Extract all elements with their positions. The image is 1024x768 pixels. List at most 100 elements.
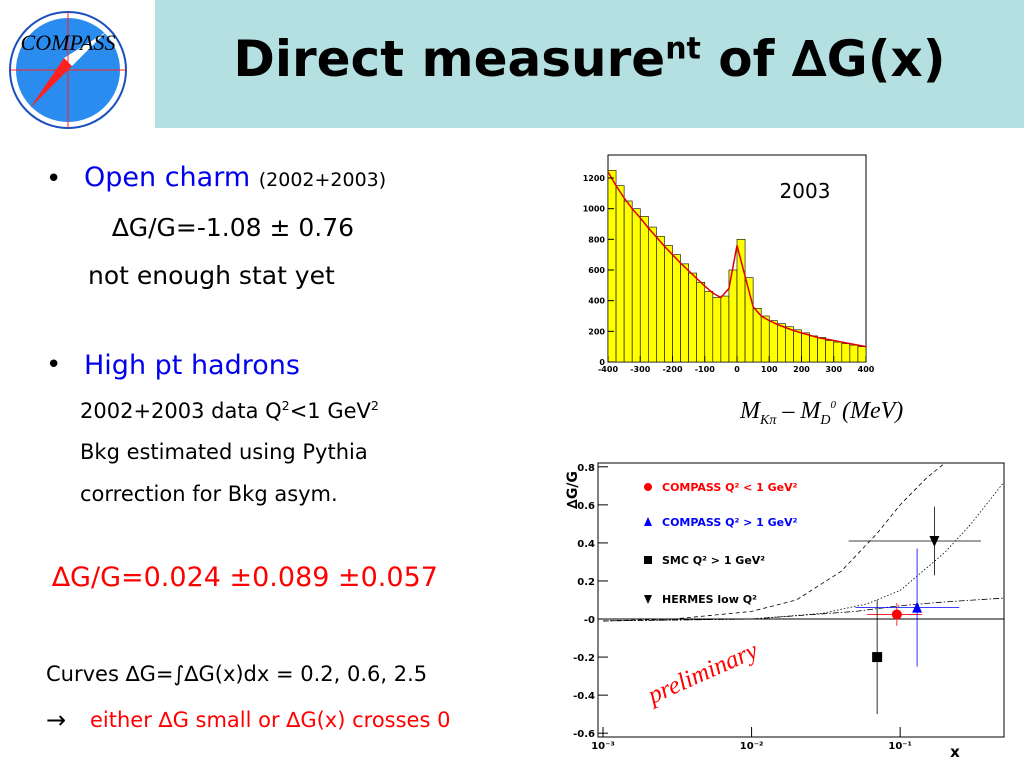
x-axis-label: x xyxy=(950,743,960,761)
text-line: ∆G/G=-1.08 ± 0.76 xyxy=(112,213,355,242)
x-tick-label: 0 xyxy=(734,365,740,374)
sup: 2 xyxy=(370,398,379,413)
x-tick-label: 200 xyxy=(793,365,810,374)
x-axis-label-part: – M xyxy=(776,398,822,424)
text-line: 2002+2003 data Q2<1 GeV2 xyxy=(80,398,379,423)
hist-bar xyxy=(833,341,843,363)
y-tick-label: 1200 xyxy=(583,174,606,183)
marker xyxy=(872,652,883,663)
logo-text: COMPASS xyxy=(21,30,116,55)
x-axis-label-part: D xyxy=(819,413,830,428)
x-tick-label: 10⁻² xyxy=(740,741,764,752)
bullet-line: Open charm (2002+2003) xyxy=(84,162,386,193)
x-tick-label: 400 xyxy=(858,365,875,374)
bullet-head: High pt hadrons xyxy=(84,350,300,381)
y-tick-label: -0.2 xyxy=(573,653,595,664)
x-tick-label: -400 xyxy=(598,365,618,374)
hist-bar xyxy=(672,254,681,363)
hist-bar xyxy=(857,346,867,363)
y-tick-label: -0.6 xyxy=(573,729,595,740)
marker xyxy=(891,609,902,620)
y-tick-label: 400 xyxy=(588,297,605,306)
x-tick-label: -300 xyxy=(630,365,650,374)
x-axis-label-part: (MeV) xyxy=(836,398,903,424)
result: ∆G/G=0.024 ±0.089 ±0.057 xyxy=(52,562,438,593)
hist-bar xyxy=(688,272,697,363)
plot-frame xyxy=(597,462,1005,738)
y-tick-label: 0.8 xyxy=(577,463,595,474)
x-tick-label: -100 xyxy=(695,365,715,374)
x-tick-label: 10⁻³ xyxy=(591,741,615,752)
bullet: • xyxy=(46,350,62,380)
theory-curve xyxy=(602,597,1005,622)
annotation: 2003 xyxy=(780,179,831,203)
hist-bar xyxy=(809,335,818,363)
marker xyxy=(644,517,652,526)
marker xyxy=(644,483,652,491)
needle xyxy=(64,32,106,66)
bullet: • xyxy=(46,164,62,194)
legend-label: COMPASS Q² < 1 GeV² xyxy=(662,481,798,494)
legend-label: COMPASS Q² > 1 GeV² xyxy=(662,516,798,529)
text-line: not enough stat yet xyxy=(88,261,335,290)
title-end: of ∆G(x) xyxy=(700,30,946,88)
y-tick-label: 0.6 xyxy=(577,501,595,512)
marker xyxy=(912,601,923,613)
theory-curve xyxy=(602,462,946,622)
x-tick-label: -200 xyxy=(662,365,682,374)
hist-bar xyxy=(752,308,762,363)
curves-text: Curves ∆G=∫∆G(x)dx = 0.2, 0.6, 2.5 xyxy=(46,662,428,686)
title-text: Direct measure xyxy=(233,30,666,88)
bullet-note: (2002+2003) xyxy=(258,169,387,191)
x-tick-label: 10⁻¹ xyxy=(888,741,912,752)
hist-bar xyxy=(639,216,649,363)
hist-bar xyxy=(801,332,810,363)
hist-bar xyxy=(793,329,802,363)
hist-bar xyxy=(777,323,786,363)
y-tick-label: 600 xyxy=(588,266,605,275)
hist-bar xyxy=(817,337,826,363)
conclusion: either ∆G small or ∆G(x) crosses 0 xyxy=(90,708,451,732)
y-tick-label: 0.2 xyxy=(577,577,595,588)
hist-bar xyxy=(760,315,770,363)
hist-bar xyxy=(615,185,625,363)
arrow: → xyxy=(46,706,67,734)
hist-bar xyxy=(648,226,657,363)
title-sup: nt xyxy=(665,31,701,67)
legend-label: HERMES low Q² xyxy=(662,593,757,606)
x-tick-label: 100 xyxy=(761,365,778,374)
text: 2002+2003 data Q xyxy=(80,399,282,423)
text-line: Bkg estimated using Pythia xyxy=(80,440,368,464)
hist-bar xyxy=(656,235,665,363)
logo: COMPASS xyxy=(9,11,127,129)
marker xyxy=(644,595,652,604)
legend-label: SMC Q² > 1 GeV² xyxy=(662,554,765,567)
hist-bar xyxy=(631,208,641,363)
x-axis-label-part: 0 xyxy=(830,399,836,411)
fit-curve xyxy=(607,171,867,348)
hist-bar xyxy=(680,263,689,363)
y-tick-label: 800 xyxy=(588,235,605,244)
text: <1 GeV xyxy=(289,399,371,423)
hist-bar xyxy=(736,239,746,363)
y-axis-label: ∆G/G xyxy=(565,471,581,509)
x-axis-label-part: Kπ xyxy=(759,413,777,428)
hist-bar xyxy=(712,297,722,363)
marker xyxy=(644,556,652,564)
x-axis-label-part: M xyxy=(739,398,762,424)
sup: 2 xyxy=(281,398,290,413)
y-tick-label: 200 xyxy=(588,327,605,336)
hist-bar xyxy=(623,200,633,363)
y-tick-label: 0.4 xyxy=(577,539,595,550)
y-tick-label: 0 xyxy=(599,358,605,367)
hist-bar xyxy=(825,340,835,363)
hist-bar xyxy=(696,281,706,363)
hist-bar xyxy=(785,326,794,363)
hist-bar xyxy=(704,291,714,363)
y-tick-label: -0 xyxy=(584,615,595,626)
header-band xyxy=(155,0,1024,128)
hist-bar xyxy=(768,320,778,363)
hist-bar xyxy=(607,170,617,363)
